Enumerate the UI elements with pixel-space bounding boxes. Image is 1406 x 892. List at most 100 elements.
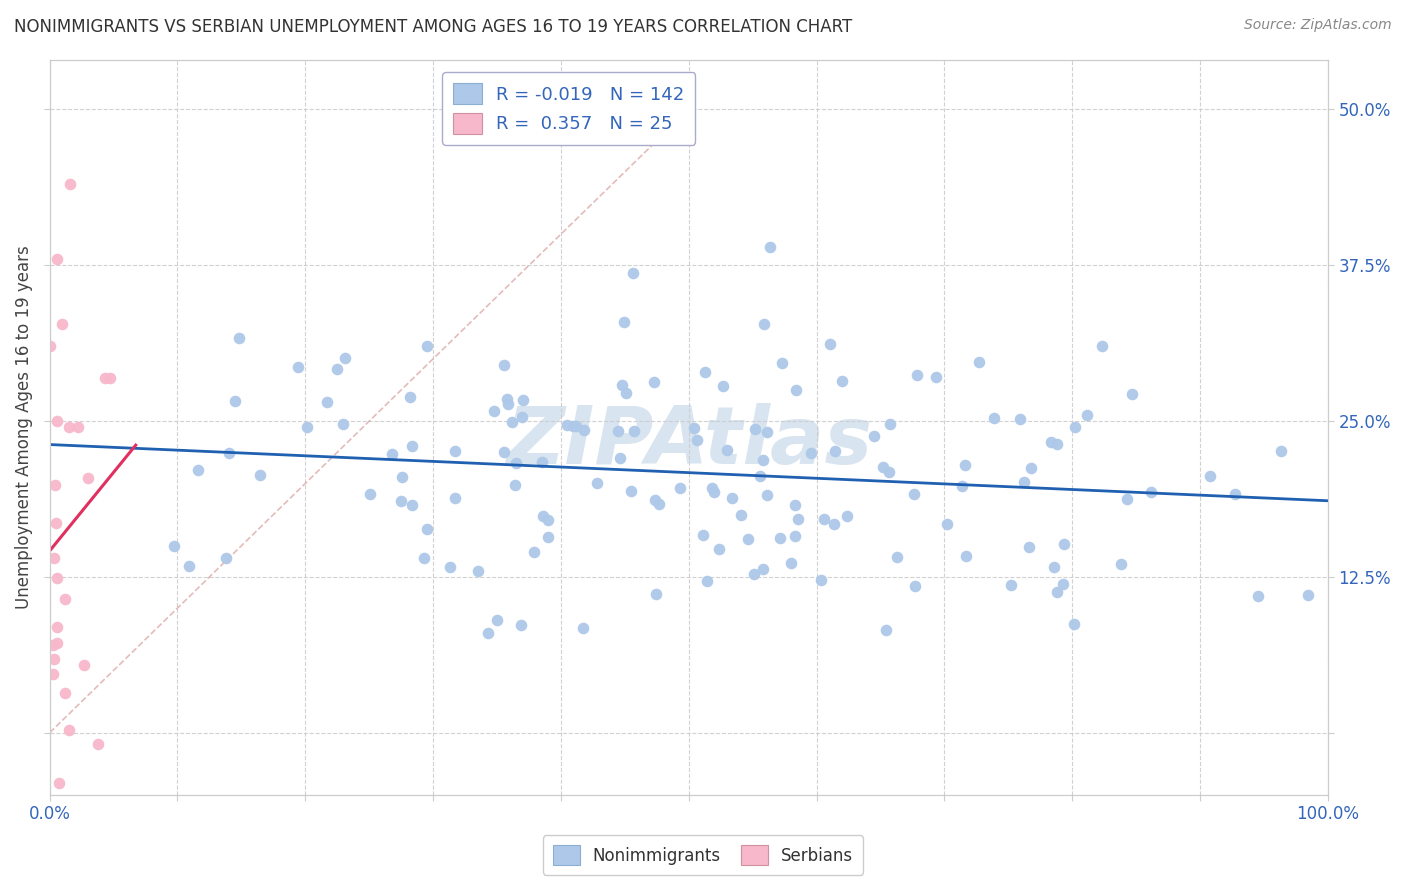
- Point: [67, 419, 90, 434]
- Text: ZIPAtlas: ZIPAtlas: [506, 403, 872, 481]
- Point: [787, 512, 810, 526]
- Point: [862, 428, 884, 442]
- Y-axis label: Unemployment Among Ages 16 to 19 years: Unemployment Among Ages 16 to 19 years: [15, 245, 32, 609]
- Point: [950, 478, 973, 492]
- Point: [332, 417, 354, 431]
- Point: [416, 338, 439, 352]
- Point: [751, 452, 773, 467]
- Point: [359, 487, 381, 501]
- Point: [703, 484, 725, 499]
- Point: [45, 414, 67, 428]
- Point: [389, 494, 412, 508]
- Point: [785, 384, 807, 398]
- Point: [482, 404, 505, 418]
- Point: [439, 560, 461, 574]
- Point: [58, 723, 80, 737]
- Point: [886, 550, 908, 565]
- Point: [1270, 443, 1292, 458]
- Point: [571, 621, 593, 635]
- Point: [1247, 589, 1270, 603]
- Point: [702, 481, 724, 495]
- Point: [537, 530, 560, 544]
- Point: [668, 481, 690, 495]
- Point: [77, 471, 100, 485]
- Point: [46, 571, 69, 585]
- Point: [413, 551, 436, 566]
- Point: [287, 359, 309, 374]
- Point: [770, 356, 793, 370]
- Point: [59, 178, 82, 192]
- Point: [523, 545, 546, 559]
- Point: [955, 549, 977, 563]
- Point: [98, 371, 121, 385]
- Point: [1046, 437, 1069, 451]
- Point: [936, 517, 959, 532]
- Point: [537, 513, 560, 527]
- Point: [510, 618, 533, 632]
- Point: [51, 318, 73, 332]
- Point: [443, 444, 465, 458]
- Point: [696, 574, 718, 589]
- Point: [391, 469, 413, 483]
- Point: [1109, 557, 1132, 571]
- Point: [748, 468, 770, 483]
- Point: [692, 528, 714, 542]
- Point: [218, 446, 240, 460]
- Point: [58, 420, 80, 434]
- Point: [42, 652, 65, 666]
- Point: [249, 468, 271, 483]
- Point: [315, 395, 337, 409]
- Point: [877, 466, 900, 480]
- Point: [401, 498, 423, 512]
- Point: [620, 484, 643, 499]
- Point: [1053, 536, 1076, 550]
- Point: [44, 550, 66, 565]
- Point: [46, 620, 69, 634]
- Point: [644, 587, 666, 601]
- Point: [531, 508, 554, 523]
- Point: [73, 657, 96, 672]
- Point: [163, 539, 186, 553]
- Point: [610, 378, 633, 392]
- Point: [1121, 387, 1143, 401]
- Point: [586, 475, 609, 490]
- Point: [800, 446, 823, 460]
- Point: [39, 339, 62, 353]
- Point: [711, 379, 734, 393]
- Point: [86, 737, 108, 751]
- Point: [510, 409, 533, 424]
- Point: [477, 626, 499, 640]
- Point: [512, 393, 534, 408]
- Point: [614, 386, 637, 401]
- Point: [48, 775, 70, 789]
- Point: [1063, 617, 1085, 632]
- Point: [730, 508, 752, 523]
- Point: [1052, 577, 1074, 591]
- Legend: R = -0.019   N = 142, R =  0.357   N = 25: R = -0.019 N = 142, R = 0.357 N = 25: [441, 72, 696, 145]
- Point: [983, 410, 1005, 425]
- Point: [621, 266, 644, 280]
- Point: [45, 516, 67, 531]
- Point: [42, 639, 65, 653]
- Point: [1199, 469, 1222, 483]
- Point: [1012, 475, 1035, 489]
- Point: [565, 418, 588, 433]
- Point: [716, 443, 738, 458]
- Point: [215, 551, 238, 566]
- Point: [505, 456, 527, 470]
- Point: [606, 424, 628, 438]
- Point: [759, 239, 782, 253]
- Point: [1021, 461, 1043, 475]
- Point: [686, 433, 709, 447]
- Point: [779, 556, 801, 570]
- Point: [467, 564, 489, 578]
- Point: [613, 315, 636, 329]
- Point: [1063, 420, 1085, 434]
- Point: [416, 522, 439, 536]
- Point: [1115, 491, 1137, 506]
- Point: [720, 491, 742, 505]
- Point: [648, 497, 671, 511]
- Point: [904, 579, 927, 593]
- Legend: Nonimmigrants, Serbians: Nonimmigrants, Serbians: [543, 836, 863, 875]
- Point: [1091, 339, 1114, 353]
